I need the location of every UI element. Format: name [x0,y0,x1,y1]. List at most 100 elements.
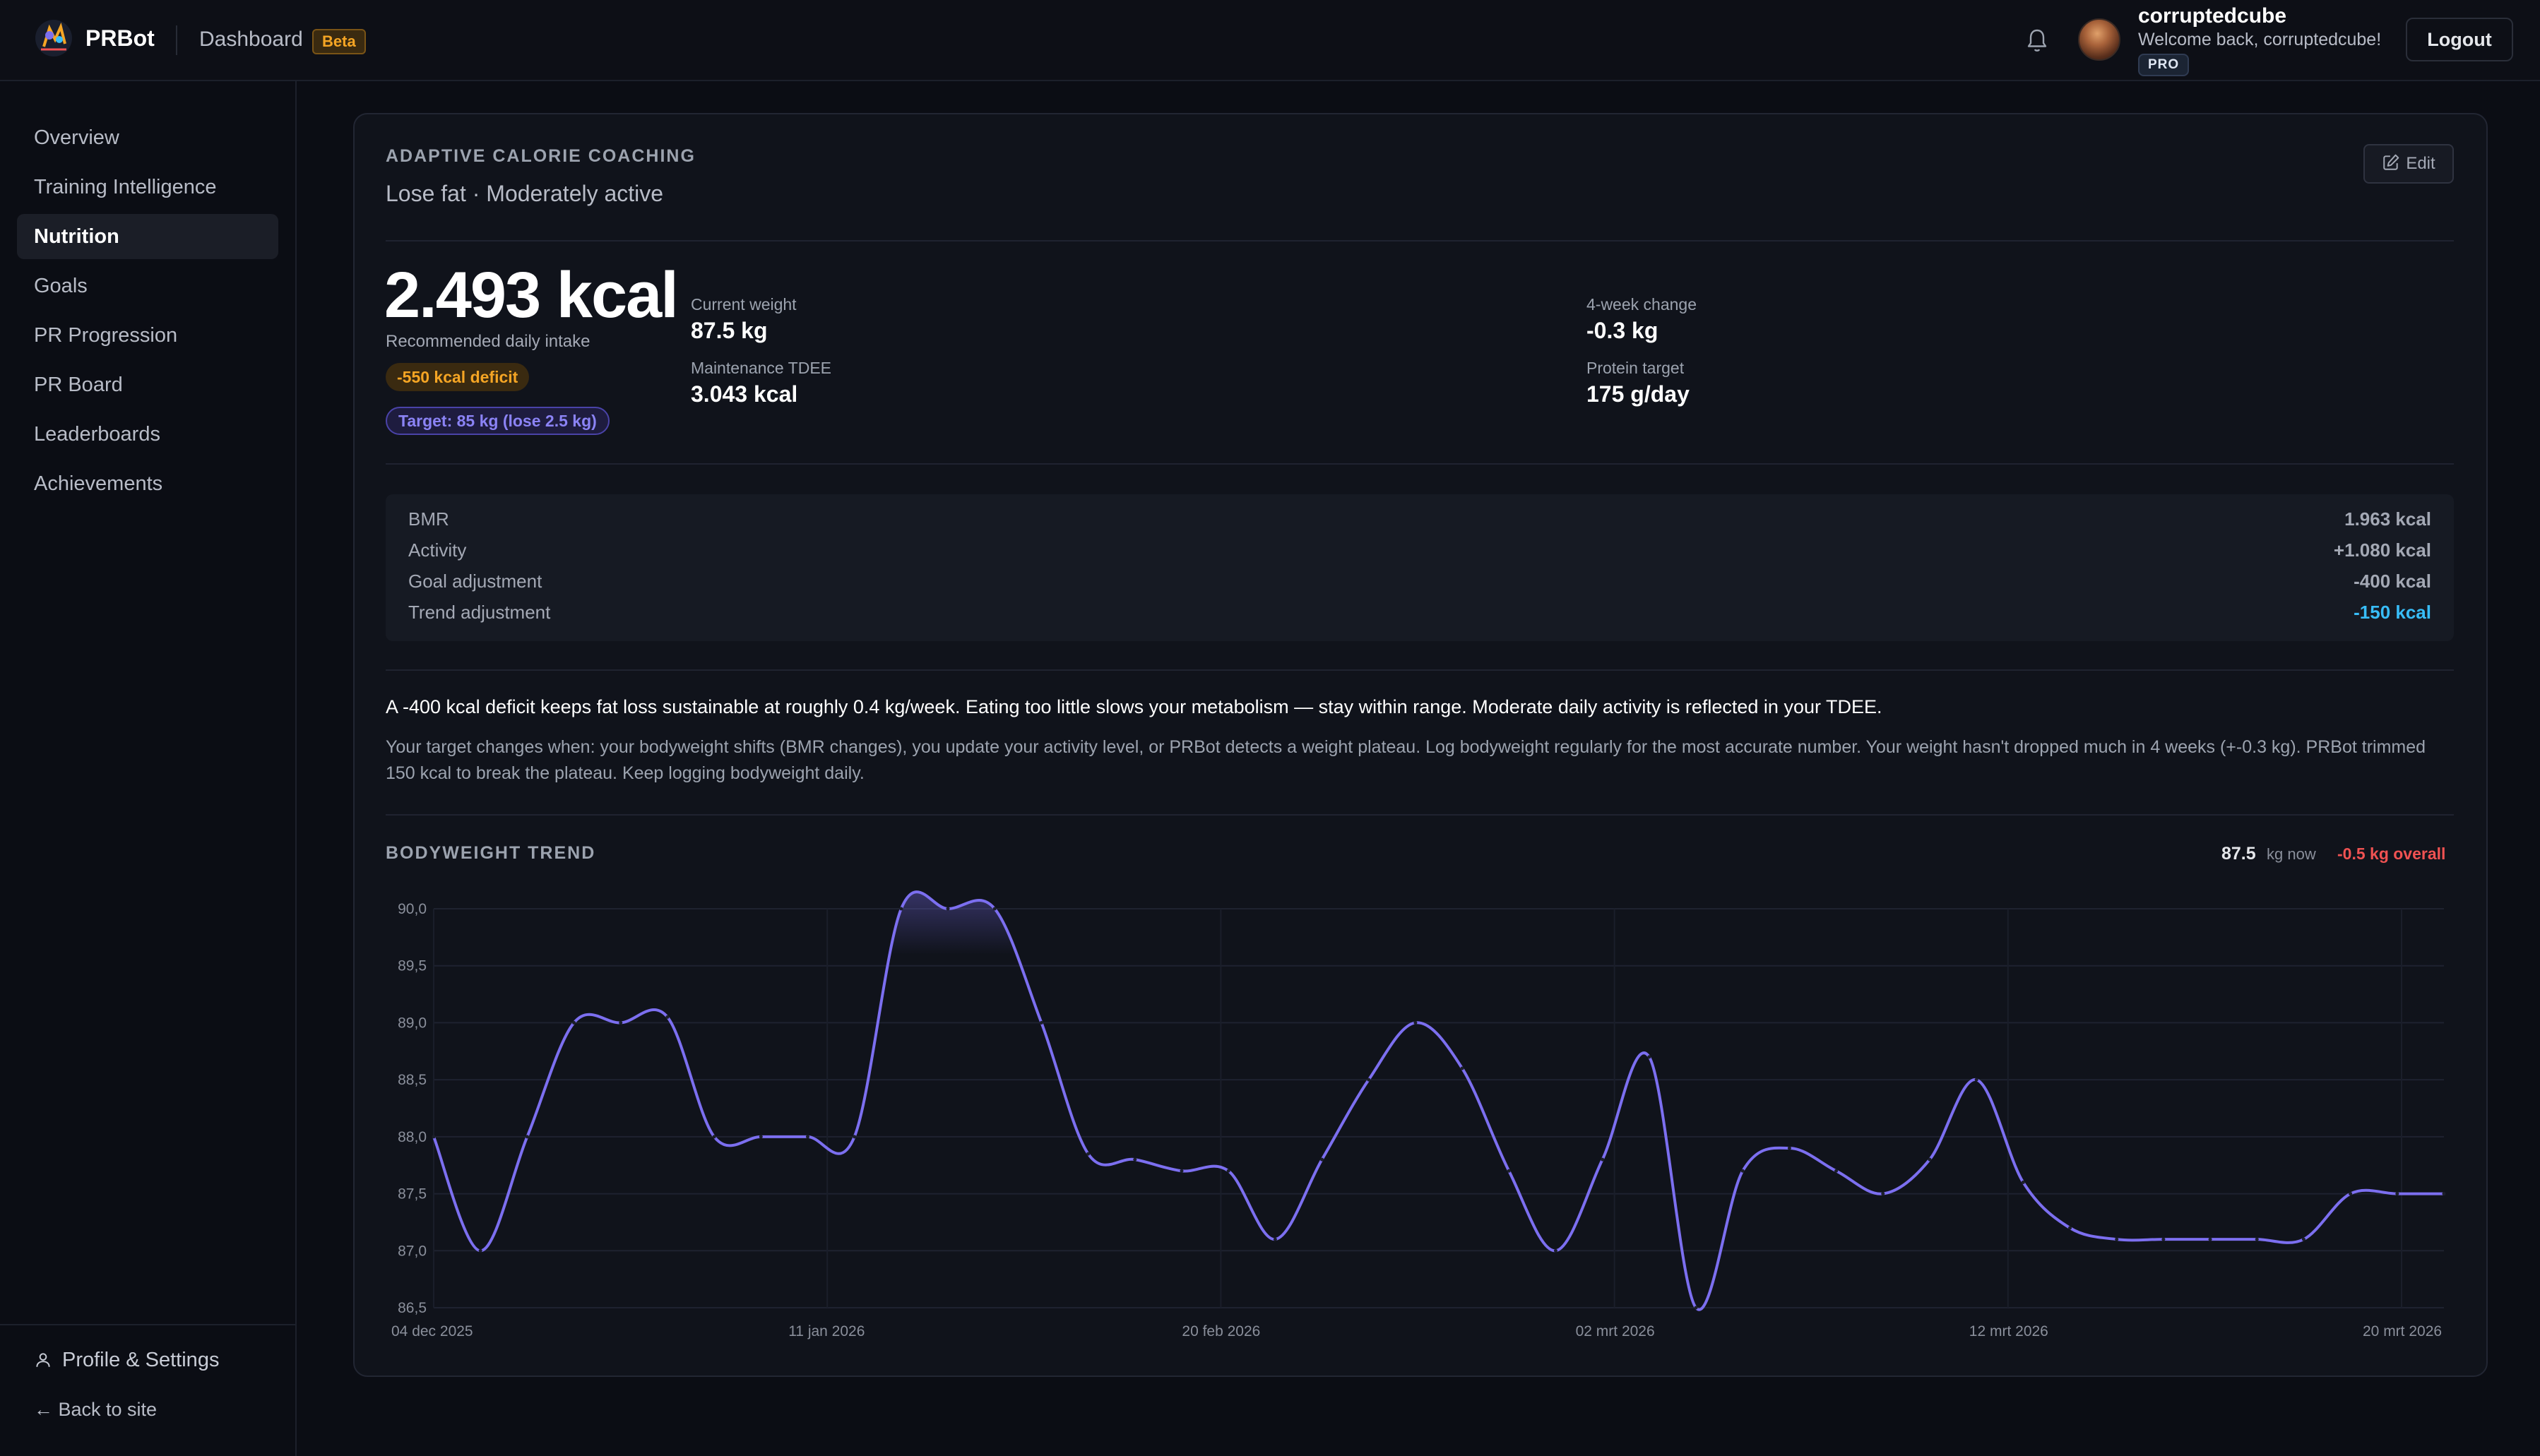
top-bar: PRBot Dashboard Beta corruptedcube Welco… [0,0,2540,81]
data-point [1226,1169,1230,1173]
welcome-message: Welcome back, corruptedcube! [2138,30,2382,49]
sidebar-item-leaderboards[interactable]: Leaderboards [34,423,160,446]
data-point [1086,1152,1091,1156]
sidebar-item-nutrition[interactable]: Nutrition [17,214,278,259]
y-tick-label: 88,0 [398,1129,427,1145]
plan-badge: PRO [2138,54,2190,76]
protein-target-value: 175 g/day [1586,381,1690,407]
header-divider [176,25,177,55]
divider [386,669,2454,671]
trend-title: BODYWEIGHT TREND [386,843,596,863]
data-point [992,907,997,911]
explanation-detail: Your target changes when: your bodyweigh… [386,737,2426,783]
data-point [1834,1169,1839,1173]
tdee-label: Maintenance TDEE [691,359,832,377]
data-point [2349,1192,2353,1196]
sidebar-item-achievements[interactable]: Achievements [34,472,163,495]
data-point [2115,1237,2119,1241]
divider [386,814,2454,816]
edit-icon [2383,154,2399,170]
target-badge: Target: 85 kg (lose 2.5 kg) [386,407,610,435]
four-week-change-value: -0.3 kg [1586,318,1658,343]
activity-label: Activity [408,539,467,561]
current-weight-value: 87.5 kg [691,318,768,343]
data-point [619,1020,623,1025]
sidebar-item-pr-board[interactable]: PR Board [34,374,123,396]
recommended-kcal: 2.493 kcal [384,259,679,331]
bmr-label: BMR [408,508,449,530]
data-point [2161,1237,2166,1241]
edit-button[interactable]: Edit [2363,144,2454,184]
tdee-value: 3.043 kcal [691,381,798,407]
data-point [1367,1078,1371,1082]
y-tick-label: 87,5 [398,1186,427,1203]
trend-current-value: 87.5 [2221,844,2256,864]
series-area [434,892,2444,1310]
sidebar-item-pr-progression[interactable]: PR Progression [34,324,178,347]
x-tick-label: 02 mrt 2026 [1576,1323,1655,1339]
sidebar-divider [0,1324,297,1325]
bodyweight-trend-chart[interactable]: 90,0 89,5 89,0 88,5 88,0 87,5 87,0 86,5 04 dec 2… [381,890,2465,1342]
data-point [665,1015,670,1019]
x-tick-label: 11 jan 2026 [788,1323,865,1339]
profile-settings-link[interactable]: Profile & Settings [34,1349,219,1372]
x-tick-label: 20 feb 2026 [1182,1323,1260,1339]
profile-settings-label: Profile & Settings [62,1349,220,1371]
trend-adjustment-value: -150 kcal [2354,602,2431,623]
goal-subtitle: Lose fat · Moderately active [386,181,664,206]
tdee-breakdown: BMR 1.963 kcal Activity +1.080 kcal Goal… [386,494,2454,641]
data-point [2208,1237,2212,1241]
deficit-badge: -550 kcal deficit [386,363,530,391]
trend-adjustment-label: Trend adjustment [408,602,551,623]
data-point [478,1248,482,1253]
data-point [1740,1169,1745,1173]
trend-overall-change: -0.5 kg overall [2337,845,2446,863]
sidebar-item-training-intelligence[interactable]: Training Intelligence [34,176,217,198]
logout-button[interactable]: Logout [2406,18,2513,61]
sidebar: Overview Training Intelligence Nutrition… [0,81,297,1456]
data-point [432,1135,436,1139]
data-point [572,1020,576,1025]
avatar[interactable] [2078,18,2120,61]
divider [386,240,2454,241]
x-tick-label: 20 mrt 2026 [2363,1323,2442,1339]
y-tick-label: 88,5 [398,1072,427,1088]
goal-adjustment-value: -400 kcal [2354,571,2431,592]
data-point [2395,1192,2399,1196]
brand-name[interactable]: PRBot [85,25,155,51]
data-point [1647,1055,1651,1059]
data-point [2021,1180,2025,1184]
data-point [2442,1192,2446,1196]
prbot-logo-icon[interactable] [34,18,73,58]
data-point [2301,1237,2305,1241]
x-tick-label: 04 dec 2025 [391,1323,473,1339]
data-point [853,1135,857,1139]
user-name: corruptedcube [2138,4,2287,28]
data-point [1320,1157,1324,1162]
data-point [1694,1306,1698,1310]
y-tick-label: 89,5 [398,958,427,974]
data-point [2068,1226,2072,1230]
data-point [1133,1157,1137,1162]
data-point [1881,1192,1885,1196]
sidebar-item-goals[interactable]: Goals [34,275,88,297]
explanation-text: A -400 kcal deficit keeps fat loss susta… [386,696,1882,717]
goal-adjustment-label: Goal adjustment [408,571,542,592]
data-point [805,1135,809,1139]
current-weight-label: Current weight [691,295,797,314]
divider [386,463,2454,465]
data-point [946,907,950,911]
back-to-site-link[interactable]: ← Back to site [34,1399,158,1420]
activity-value: +1.080 kcal [2333,539,2431,561]
data-point [1039,1020,1043,1025]
protein-target-label: Protein target [1586,359,1685,377]
beta-badge: Beta [312,29,366,54]
user-icon [36,1353,50,1367]
sidebar-item-overview[interactable]: Overview [34,126,119,149]
bmr-value: 1.963 kcal [2344,508,2431,530]
data-point [1553,1248,1557,1253]
bell-icon[interactable] [2024,27,2050,55]
data-point [1273,1237,1277,1241]
card-eyebrow: ADAPTIVE CALORIE COACHING [386,146,696,166]
data-point [1974,1078,1978,1082]
